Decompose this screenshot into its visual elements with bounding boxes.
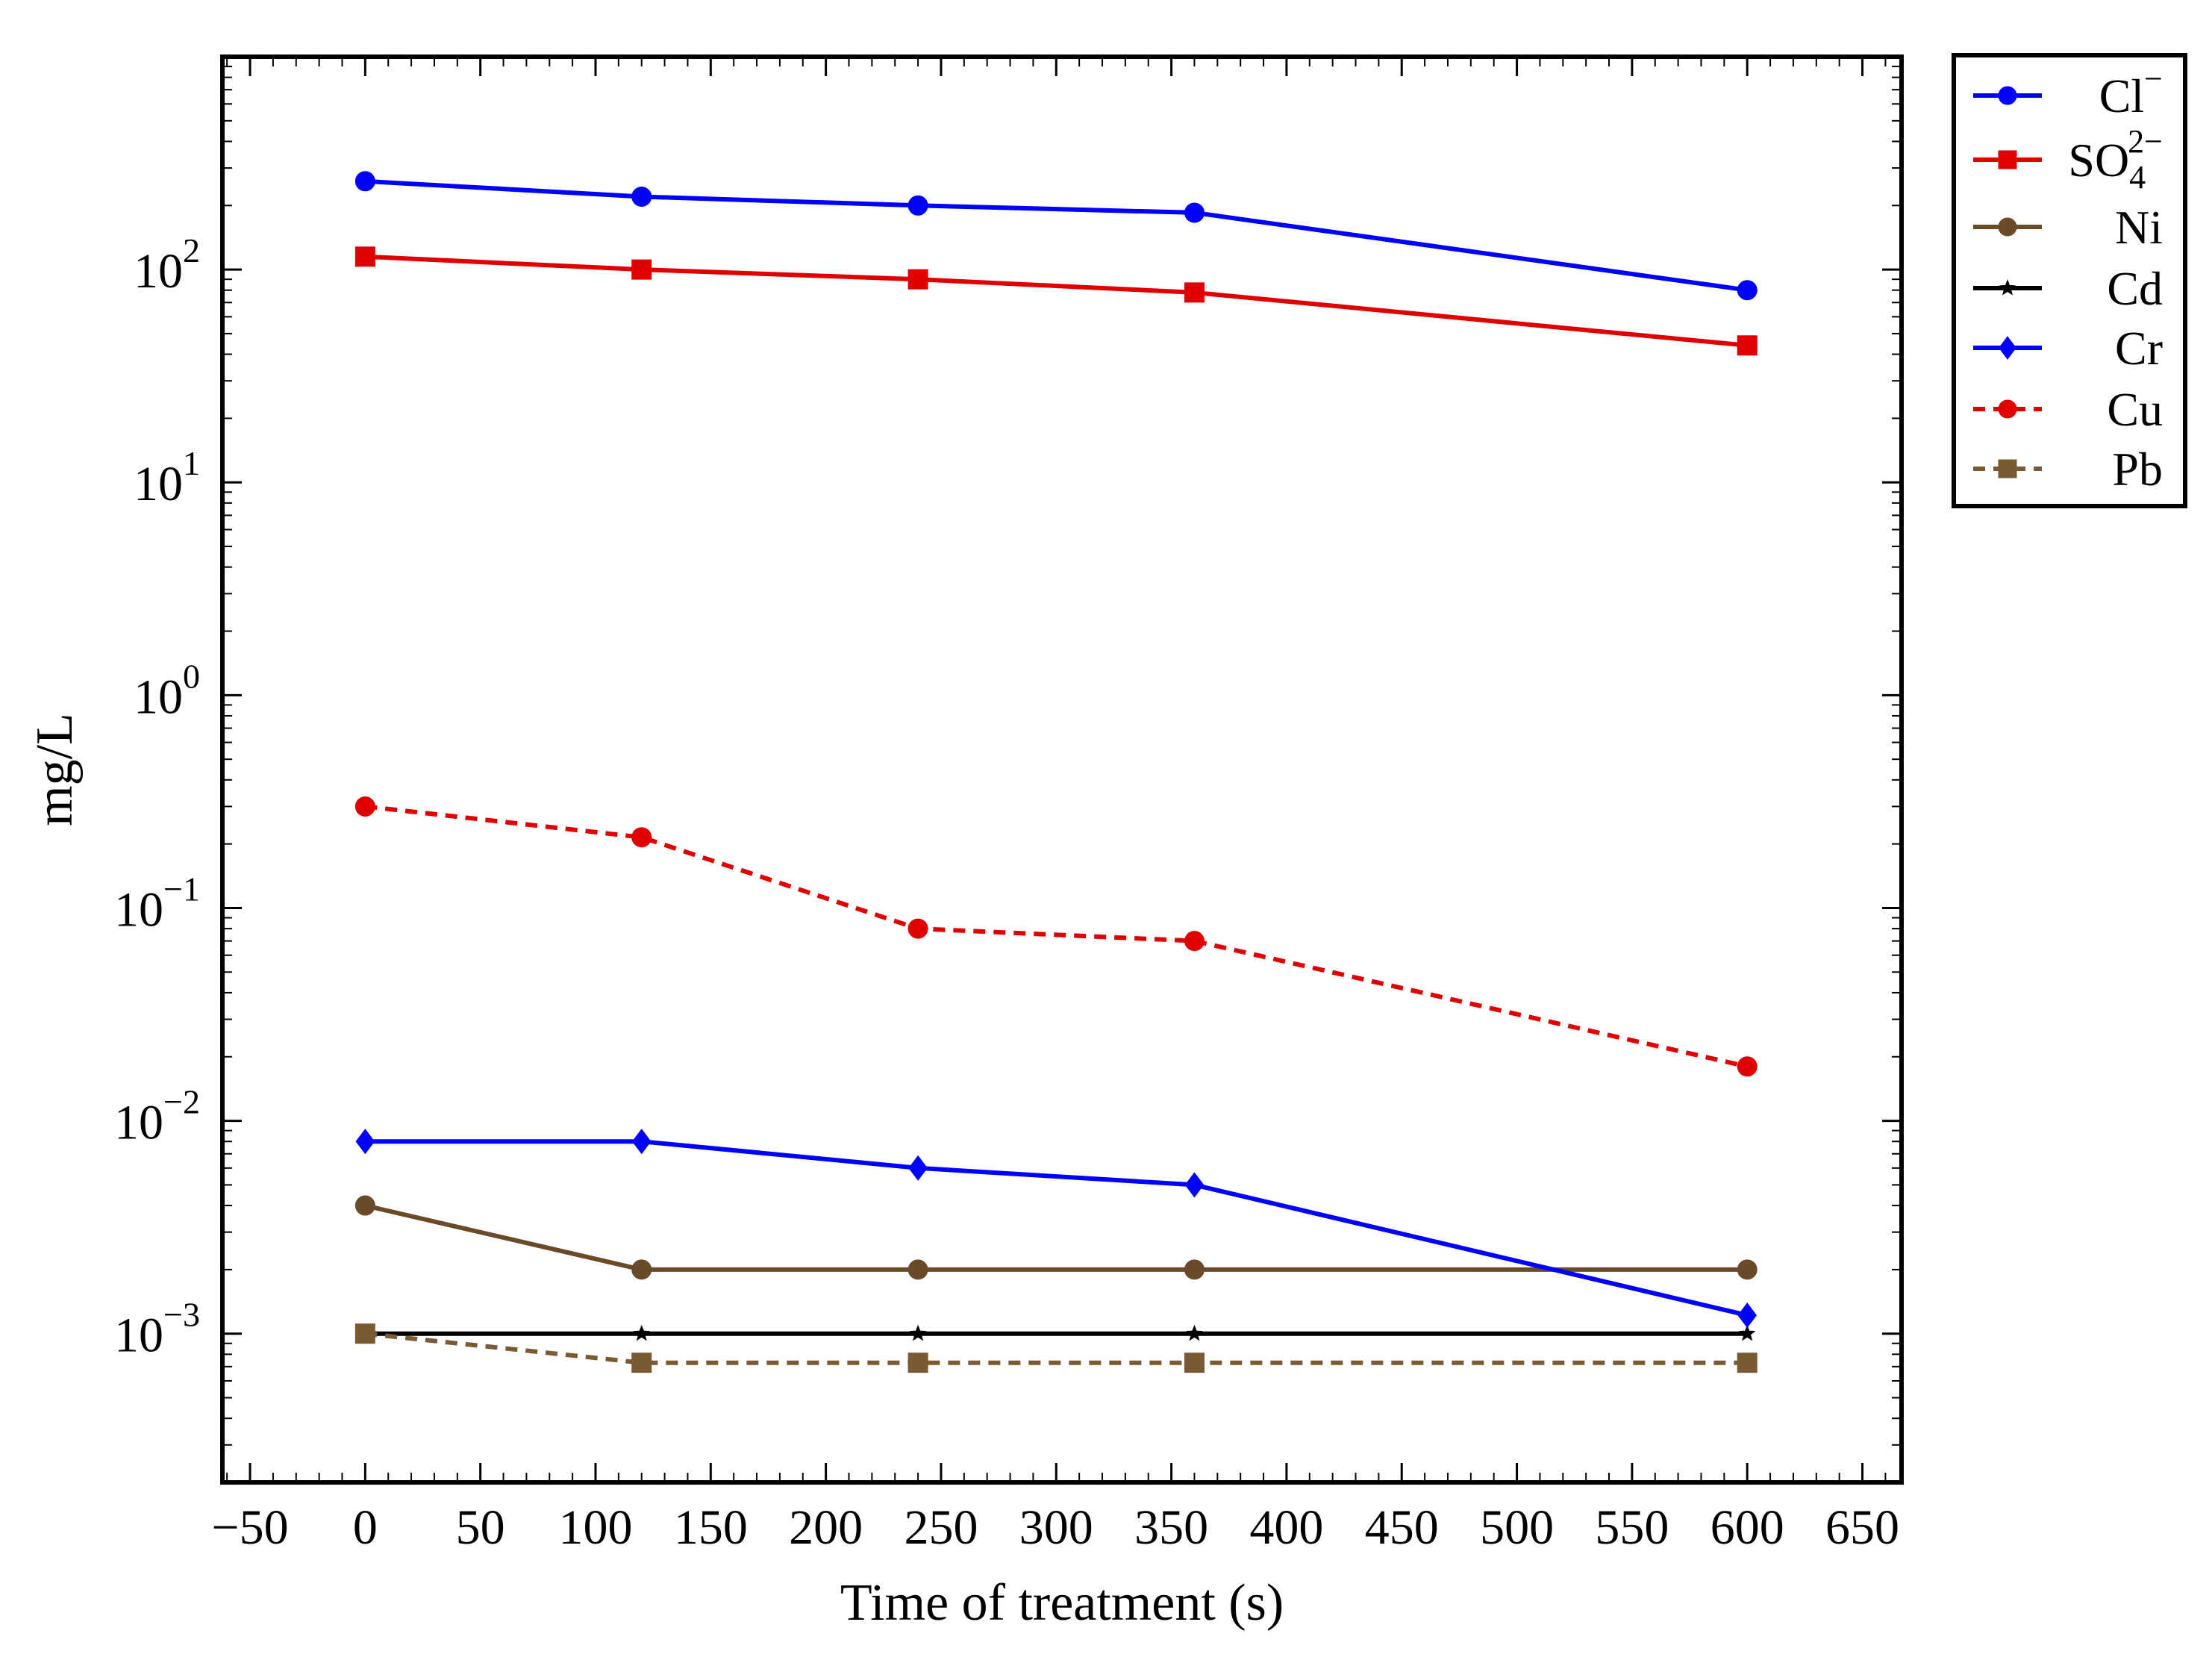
x-tick-label: 600 bbox=[1710, 1500, 1784, 1555]
tick-labels: −50 0 50 100 150 200 250 300 350 400 450 500 550 600 6… bbox=[114, 231, 1899, 1555]
y-tick-label: 102 bbox=[134, 231, 200, 299]
legend-entry: Pb bbox=[1973, 443, 2163, 496]
series-line bbox=[365, 1139, 1748, 1318]
data-point bbox=[355, 1129, 375, 1155]
data-point bbox=[354, 1195, 375, 1216]
plot-area-border bbox=[220, 54, 1904, 1485]
x-tick-label: 650 bbox=[1825, 1500, 1899, 1555]
legend-marker bbox=[1998, 150, 2017, 169]
data-point bbox=[1184, 202, 1205, 223]
data-point bbox=[1737, 335, 1758, 356]
x-tick-label: −50 bbox=[211, 1500, 288, 1555]
x-tick-label: 300 bbox=[1019, 1500, 1093, 1555]
x-tick-label: 400 bbox=[1249, 1500, 1323, 1555]
legend-entry: SO42− bbox=[1973, 123, 2163, 196]
y-tick-label: 100 bbox=[134, 657, 200, 724]
legend-label: SO42− bbox=[2068, 123, 2163, 196]
x-tick-label: 50 bbox=[456, 1500, 505, 1555]
x-tick-label: 100 bbox=[559, 1500, 633, 1555]
series-line bbox=[364, 1203, 1748, 1272]
legend-marker bbox=[1999, 336, 2016, 360]
y-tick-label: 10−3 bbox=[114, 1296, 200, 1363]
x-tick-label: 550 bbox=[1595, 1500, 1669, 1555]
data-point bbox=[354, 171, 375, 192]
data-point bbox=[631, 259, 652, 280]
series-pb bbox=[354, 1323, 1758, 1373]
legend-entry: Cl− bbox=[1973, 60, 2163, 122]
data-point bbox=[631, 1259, 652, 1280]
series-cu bbox=[354, 796, 1758, 1077]
x-tick-label: 150 bbox=[674, 1500, 748, 1555]
data-point bbox=[907, 1353, 928, 1373]
legend-label: Cd bbox=[2107, 262, 2163, 315]
legend-entry: Cr bbox=[1973, 322, 2163, 375]
series-cl bbox=[354, 171, 1758, 301]
series-ni bbox=[354, 1195, 1758, 1280]
data-point bbox=[907, 918, 928, 939]
y-tick-label: 10−1 bbox=[114, 870, 200, 937]
data-point bbox=[1737, 1353, 1758, 1373]
x-tick-label: 0 bbox=[353, 1500, 378, 1555]
data-point bbox=[908, 1155, 928, 1181]
legend-marker bbox=[1999, 279, 2016, 296]
series-cd bbox=[357, 1324, 1756, 1341]
legend-entry: Cu bbox=[1973, 383, 2163, 436]
legend-label: Cu bbox=[2107, 383, 2163, 436]
data-point bbox=[1184, 282, 1205, 303]
data-point bbox=[907, 1259, 928, 1280]
series-line bbox=[365, 178, 1748, 293]
series-line bbox=[365, 254, 1748, 348]
series-layer bbox=[354, 171, 1758, 1373]
data-point bbox=[1186, 1324, 1203, 1341]
legend-entry: Cd bbox=[1973, 262, 2163, 315]
data-point bbox=[631, 1353, 652, 1373]
data-point bbox=[909, 1324, 927, 1341]
data-point bbox=[1737, 1259, 1758, 1280]
x-tick-label: 500 bbox=[1480, 1500, 1554, 1555]
x-tick-label: 350 bbox=[1134, 1500, 1208, 1555]
x-axis-label: Time of treatment (s) bbox=[840, 1574, 1284, 1632]
legend-label: Ni bbox=[2115, 201, 2163, 254]
legend-label: Cr bbox=[2115, 322, 2163, 375]
y-tick-label: 101 bbox=[134, 444, 200, 511]
data-point bbox=[1737, 1303, 1758, 1329]
series-cr bbox=[355, 1129, 1758, 1329]
data-point bbox=[1184, 931, 1205, 952]
data-point bbox=[354, 246, 375, 267]
legend-entry: Ni bbox=[1973, 201, 2163, 254]
series-line bbox=[365, 804, 1748, 1069]
data-point bbox=[1184, 1172, 1205, 1198]
data-point bbox=[631, 186, 652, 207]
data-point bbox=[1184, 1353, 1205, 1373]
x-tick-label: 200 bbox=[789, 1500, 863, 1555]
legend-marker bbox=[1998, 399, 2017, 419]
data-point bbox=[1738, 1324, 1756, 1341]
legend: Cl−SO42−Ni Cd Cr Cu Pb bbox=[1952, 53, 2187, 508]
data-point bbox=[1737, 280, 1758, 301]
x-tick-label: 250 bbox=[904, 1500, 978, 1555]
x-tick-label: 450 bbox=[1365, 1500, 1439, 1555]
data-point bbox=[907, 269, 928, 290]
data-point bbox=[631, 827, 652, 848]
data-point bbox=[354, 1323, 375, 1344]
legend-marker bbox=[1998, 86, 2017, 105]
data-point bbox=[1184, 1259, 1205, 1280]
legend-label: Cl− bbox=[2099, 60, 2163, 122]
legend-marker bbox=[1998, 217, 2017, 237]
data-point bbox=[631, 1129, 652, 1155]
legend-box bbox=[1952, 53, 2187, 508]
data-point bbox=[633, 1324, 651, 1341]
legend-marker bbox=[1998, 459, 2017, 478]
data-point bbox=[1737, 1056, 1758, 1077]
legend-label: Pb bbox=[2112, 443, 2163, 496]
axis-ticks bbox=[222, 57, 1902, 1483]
series-line bbox=[365, 1331, 1748, 1365]
data-point bbox=[354, 796, 375, 817]
y-axis-label: mg/L bbox=[26, 713, 84, 826]
y-tick-label: 10−2 bbox=[114, 1083, 200, 1150]
plot-frame bbox=[220, 54, 1904, 1485]
series-so bbox=[354, 246, 1758, 356]
data-point bbox=[907, 195, 928, 216]
